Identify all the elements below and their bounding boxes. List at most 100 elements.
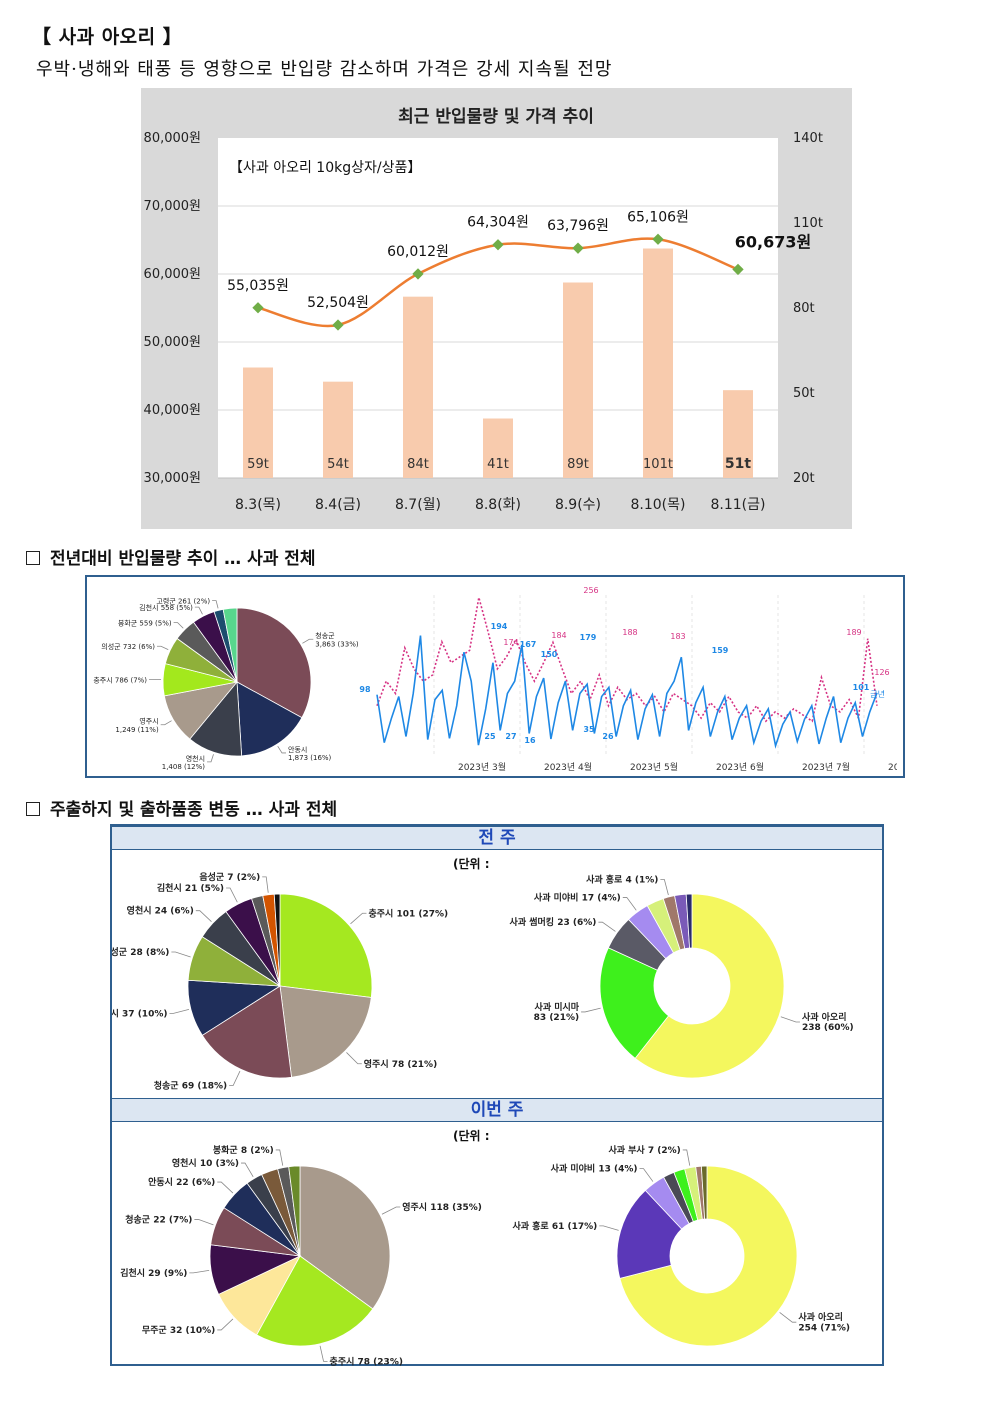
price-label: 60,012원: [387, 244, 449, 260]
pie-slice: [279, 985, 372, 1078]
pie-slice-label: 영주시 78 (21%): [364, 1058, 437, 1070]
document-subtitle: 우박·냉해와 태풍 등 영향으로 반입량 감소하며 가격은 강세 지속될 전망: [36, 59, 613, 80]
pie-slice-label: 사과 아오리: [802, 1011, 847, 1023]
trend-x-tick: 2023년 6월: [716, 761, 764, 773]
price-label: 55,035원: [227, 278, 289, 294]
unit-note: (단위 : 톤, %): [453, 1128, 492, 1143]
pie-slice-label: 안동시: [288, 745, 307, 754]
trend-x-tick: 2023년 7월: [802, 761, 850, 773]
prior-year-value-label: 183: [670, 632, 685, 641]
pie-slice-label: 김천시 29 (9%): [120, 1267, 187, 1279]
x-tick-label: 8.10(목): [631, 497, 686, 513]
this-year-line: [376, 635, 878, 749]
pie-slice-label: 238 (60%): [802, 1023, 854, 1033]
trend-x-tick: 2023년 3월: [458, 761, 506, 773]
unit-note: (단위 : 톤, %): [453, 856, 492, 871]
volume-bar: [483, 418, 513, 478]
volume-bar: [403, 296, 433, 478]
pie-slice-label: 1,873 (16%): [288, 754, 332, 762]
x-tick-label: 8.8(화): [475, 497, 521, 513]
this-year-value-label: 26: [602, 732, 614, 741]
prior-year-value-label: 189: [846, 628, 861, 637]
x-tick-label: 8.11(금): [711, 497, 766, 513]
leader-line: [319, 1345, 328, 1362]
shipping-panel: 전 주 (단위 : 톤, %) 충주시 101 (27%) 영주시 78 (21%)…: [110, 824, 884, 1366]
pie-slice-label: 영천시 10 (3%): [172, 1157, 239, 1169]
this-year-value-label: 150: [541, 650, 558, 659]
leader-line: [622, 897, 637, 911]
volume-bar: [723, 390, 753, 478]
shipping-section-heading: 주출하지 및 출하품종 변동 … 사과 전체: [26, 795, 337, 820]
price-volume-chart: 최근 반입물량 및 가격 추이 【사과 아오리 10kg상자/상품】 30,000원…: [141, 88, 852, 529]
pie-slice-label: 충주시 101 (27%): [369, 907, 449, 919]
trend-legend-label: 금년: [870, 689, 885, 699]
left-tick-label: 30,000원: [144, 471, 201, 486]
pie-slice: [256, 1255, 374, 1347]
right-tick-label: 140t: [793, 131, 823, 146]
pie-slice-label: 254 (71%): [798, 1323, 850, 1333]
pie-slice: [236, 681, 303, 757]
leader-line: [189, 1269, 210, 1274]
trend-heading-text: 전년대비 반입물량 추이 … 사과 전체: [50, 549, 316, 569]
pie-slice-label: 안동시 22 (6%): [148, 1177, 215, 1188]
volume-bar-label: 51t: [725, 456, 751, 472]
shipping-heading-text: 주출하지 및 출하품종 변동 … 사과 전체: [50, 800, 338, 820]
pie-slice-label: 충주시 786 (7%): [93, 675, 147, 684]
pie-slice-label: 봉화군 8 (2%): [213, 1144, 274, 1156]
this-year-value-label: 16: [524, 736, 536, 745]
x-tick-label: 8.3(목): [235, 497, 281, 513]
pie-slice-label: 안동시 37 (10%): [112, 1008, 167, 1019]
this-year-value-label: 167: [520, 640, 537, 649]
x-tick-label: 8.4(금): [315, 497, 361, 513]
price-marker: [652, 233, 664, 245]
this-week-region-pie: (단위 : 톤, %) 영주시 118 (35%) 충주시 78 (23%) 무주군 …: [120, 1128, 492, 1366]
pie-slice-label: 김천시 21 (5%): [157, 882, 224, 894]
pie-slice: [599, 947, 670, 1059]
leader-line: [207, 754, 214, 763]
volume-bar-label: 101t: [643, 457, 673, 472]
leader-line: [156, 645, 169, 651]
pie-slice: [634, 893, 785, 1079]
trend-x-tick: 2023년 8월: [888, 761, 897, 773]
trend-x-tick: 2023년 4월: [544, 761, 592, 773]
leader-line: [682, 1149, 691, 1166]
this-year-value-label: 179: [580, 633, 597, 642]
pie-slice-label: 청송군 22 (7%): [125, 1213, 192, 1225]
volume-bar: [243, 367, 273, 478]
leader-line: [598, 921, 616, 932]
pie-slice: [619, 1165, 798, 1347]
right-tick-label: 80t: [793, 301, 815, 316]
pie-slice-label: 83 (21%): [534, 1013, 579, 1023]
leader-line: [194, 606, 203, 615]
volume-bar: [563, 282, 593, 478]
pie-slice-label: 1,408 (12%): [162, 763, 206, 771]
price-marker: [492, 239, 504, 251]
left-tick-label: 50,000원: [144, 335, 201, 350]
leader-line: [346, 1052, 362, 1065]
x-tick-label: 8.9(수): [555, 497, 601, 513]
left-tick-label: 60,000원: [144, 267, 201, 282]
this-year-value-label: 194: [491, 622, 508, 631]
this-year-value-label: 98: [359, 685, 371, 694]
trend-x-tick: 2023년 5월: [630, 761, 678, 773]
pie-slice-label: 고령군 261 (2%): [156, 598, 210, 606]
leader-line: [226, 887, 238, 903]
leader-line: [173, 622, 184, 629]
leader-line: [229, 1070, 241, 1086]
volume-bar: [643, 248, 673, 478]
leader-line: [160, 720, 172, 726]
pie-slice-label: 봉화군 559 (5%): [118, 620, 172, 628]
leader-line: [275, 1149, 284, 1166]
pie-slice-label: 사과 홍로 4 (1%): [586, 874, 658, 886]
leader-line: [217, 1318, 234, 1331]
pie-slice-label: 영주시 118 (35%): [402, 1201, 482, 1213]
leader-line: [195, 910, 212, 922]
this-year-value-label: 159: [712, 646, 729, 655]
price-marker: [332, 319, 344, 331]
x-tick-label: 8.7(월): [395, 497, 441, 513]
trend-section-heading: 전년대비 반입물량 추이 … 사과 전체: [26, 544, 316, 569]
combo-chart-svg: 최근 반입물량 및 가격 추이 【사과 아오리 10kg상자/상품】 30,000원…: [144, 107, 823, 513]
this-year-value-label: 35: [583, 725, 595, 734]
pie-slice-label: 사과 미야비 17 (4%): [534, 891, 621, 903]
